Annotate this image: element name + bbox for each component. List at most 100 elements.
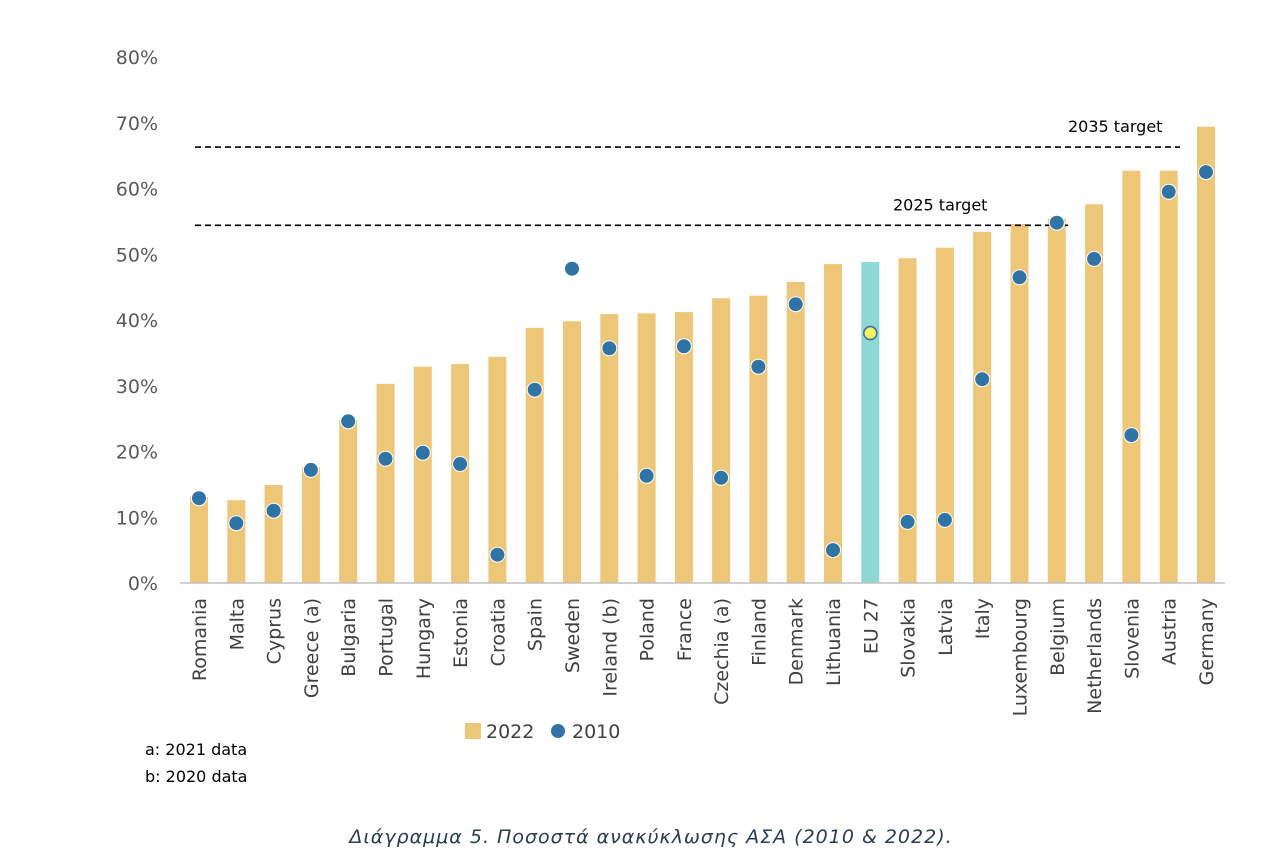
bar-2022-belgium [1047, 218, 1066, 583]
x-tick-label: Belgium [1047, 598, 1069, 676]
footnote-a: a: 2021 data [145, 740, 247, 759]
bar-2022-luxembourg [1010, 224, 1029, 583]
marker-2010-slovakia [899, 513, 916, 530]
target-labels: 2035 target 2025 target [893, 117, 1162, 214]
marker-2010-estonia [452, 456, 469, 472]
bar-2022-italy [973, 231, 992, 583]
y-tick-label: 10% [116, 507, 158, 529]
x-tick-label: Czechia (a) [711, 598, 733, 705]
bar-2022-ireland-b [600, 314, 619, 583]
x-tick-label: Malta [226, 598, 248, 650]
marker-2010-austria [1160, 183, 1177, 200]
marker-2010-croatia [489, 546, 506, 563]
marker-2010-lithuania [825, 542, 841, 559]
x-tick-label: Romania [189, 598, 211, 681]
bar-2022-portugal [376, 383, 395, 583]
x-tick-label: Denmark [786, 598, 808, 685]
x-tick-label: Hungary [413, 598, 435, 679]
bar-2022-france [674, 312, 693, 583]
bar-2022-czechia-a [712, 298, 731, 583]
marker-2010-netherlands [1086, 250, 1103, 267]
x-tick-label: Bulgaria [338, 598, 360, 677]
bar-2022-eu-27 [861, 262, 880, 583]
legend: 2022 2010 [465, 721, 620, 743]
bar-2022-finland [749, 295, 768, 583]
marker-2010-cyprus [265, 502, 282, 519]
x-tick-label: Slovakia [898, 598, 920, 678]
x-tick-label: Croatia [487, 598, 509, 666]
bar-2022-estonia [451, 364, 470, 583]
x-tick-label: Luxembourg [1010, 598, 1032, 716]
marker-2010-poland [638, 467, 655, 484]
legend-swatch-2022 [465, 723, 481, 739]
x-tick-label: Estonia [450, 598, 472, 668]
marker-2010-italy [974, 371, 991, 388]
y-tick-label: 30% [116, 376, 158, 398]
bar-2022-slovenia [1122, 170, 1141, 583]
marker-2010-greece-a [302, 461, 319, 478]
marker-2010-malta [228, 515, 245, 532]
x-tick-label: Slovenia [1121, 598, 1143, 679]
x-tick-label: Poland [637, 598, 659, 661]
x-tick-label: Germany [1196, 598, 1218, 685]
figure-caption: Διάγραμμα 5. Ποσοστά ανακύκλωσης ΑΣΑ (20… [347, 826, 952, 848]
y-axis-tick-labels: 0% 10% 20% 30% 40% 50% 60% 70% 80% [116, 47, 158, 595]
bar-2022-hungary [413, 366, 432, 583]
bar-2022-netherlands [1085, 204, 1104, 584]
bar-2022-spain [525, 327, 544, 583]
legend-label-2022: 2022 [486, 721, 534, 743]
y-tick-label: 50% [116, 244, 158, 266]
x-tick-label: Lithuania [823, 598, 845, 686]
target-label-2035-target: 2035 target [1068, 117, 1162, 136]
marker-2010-france [675, 338, 692, 355]
marker-2010-finland [750, 358, 767, 375]
y-tick-label: 70% [116, 113, 158, 135]
bar-2022-romania [190, 496, 208, 583]
x-tick-label: Sweden [562, 598, 584, 673]
bar-2022-poland [637, 313, 656, 583]
x-tick-label: Ireland (b) [599, 598, 621, 697]
marker-2010-czechia-a [713, 469, 730, 486]
bar-2022-latvia [935, 247, 954, 583]
legend-label-2010: 2010 [572, 721, 620, 743]
y-tick-label: 20% [116, 442, 158, 464]
x-tick-label: Portugal [376, 598, 398, 677]
bar-2022-germany [1197, 126, 1215, 583]
bar-2022-sweden [563, 321, 581, 583]
x-axis-category-labels: Romania Malta Cyprus Greece (a) Bulgaria Port… [189, 598, 1218, 716]
y-tick-label: 0% [128, 573, 158, 595]
bar-2022-austria [1159, 170, 1178, 583]
marker-2010-belgium [1048, 214, 1065, 231]
x-tick-label: EU 27 [860, 598, 882, 654]
x-tick-label: Latvia [935, 598, 957, 656]
marker-2010-portugal [377, 450, 394, 467]
marker-2010-germany [1198, 164, 1214, 181]
bar-2022-denmark [786, 281, 805, 583]
x-tick-label: Italy [972, 598, 994, 639]
bar-2022-malta [227, 500, 246, 583]
y-tick-label: 80% [116, 47, 158, 69]
marker-2010-latvia [936, 511, 953, 528]
y-tick-label: 40% [116, 310, 158, 332]
x-tick-label: Netherlands [1084, 598, 1106, 714]
marker-2010-spain [526, 381, 543, 398]
x-tick-label: Cyprus [264, 598, 286, 664]
bar-2022-croatia [488, 356, 507, 583]
marker-2010-eu-27 [862, 325, 878, 341]
marker-2010-luxembourg [1011, 269, 1028, 286]
marker-2010-romania [191, 490, 207, 507]
target-lines [195, 146, 1180, 227]
marker-2010-bulgaria [340, 413, 357, 430]
y-tick-label: 60% [116, 179, 158, 201]
bars-2022 [190, 126, 1215, 584]
bar-2022-lithuania [824, 264, 842, 583]
bar-2022-greece-a [301, 467, 320, 583]
bar-2022-bulgaria [339, 419, 358, 583]
x-tick-label: Greece (a) [301, 598, 323, 698]
bar-2022-slovakia [898, 258, 917, 583]
legend-marker-2010 [550, 723, 566, 739]
x-tick-label: France [674, 598, 696, 661]
x-tick-label: Austria [1159, 598, 1181, 665]
marker-2010-slovenia [1123, 427, 1140, 444]
